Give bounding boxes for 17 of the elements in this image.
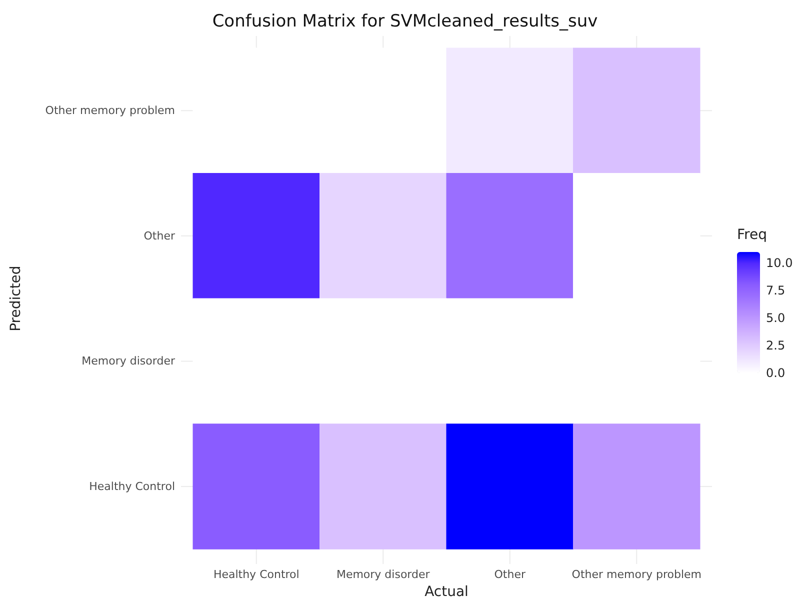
x-tick-label: Other: [494, 568, 526, 582]
color-bar-label: 0.0: [766, 366, 786, 380]
color-bar-label: 5.0: [766, 311, 786, 325]
color-bar-label: 10.0: [766, 256, 793, 270]
color-bar-label: 7.5: [766, 284, 786, 298]
y-tick-label: Other: [144, 229, 176, 242]
y-tick-label: Healthy Control: [89, 480, 175, 493]
x-axis-title: Actual: [424, 584, 468, 600]
y-tick-label: Memory disorder: [82, 354, 176, 368]
chart-title: Confusion Matrix for SVMcleaned_results_suv: [212, 12, 598, 32]
color-bar-label: 2.5: [766, 338, 786, 352]
y-tick-label: Other memory problem: [45, 104, 175, 118]
x-tick-label: Healthy Control: [213, 568, 300, 582]
x-tick-label: Other memory problem: [572, 568, 702, 582]
x-tick-label: Memory disorder: [336, 568, 430, 582]
y-axis-title: Predicted: [8, 266, 24, 332]
color-bar-title: Freq: [737, 227, 767, 243]
